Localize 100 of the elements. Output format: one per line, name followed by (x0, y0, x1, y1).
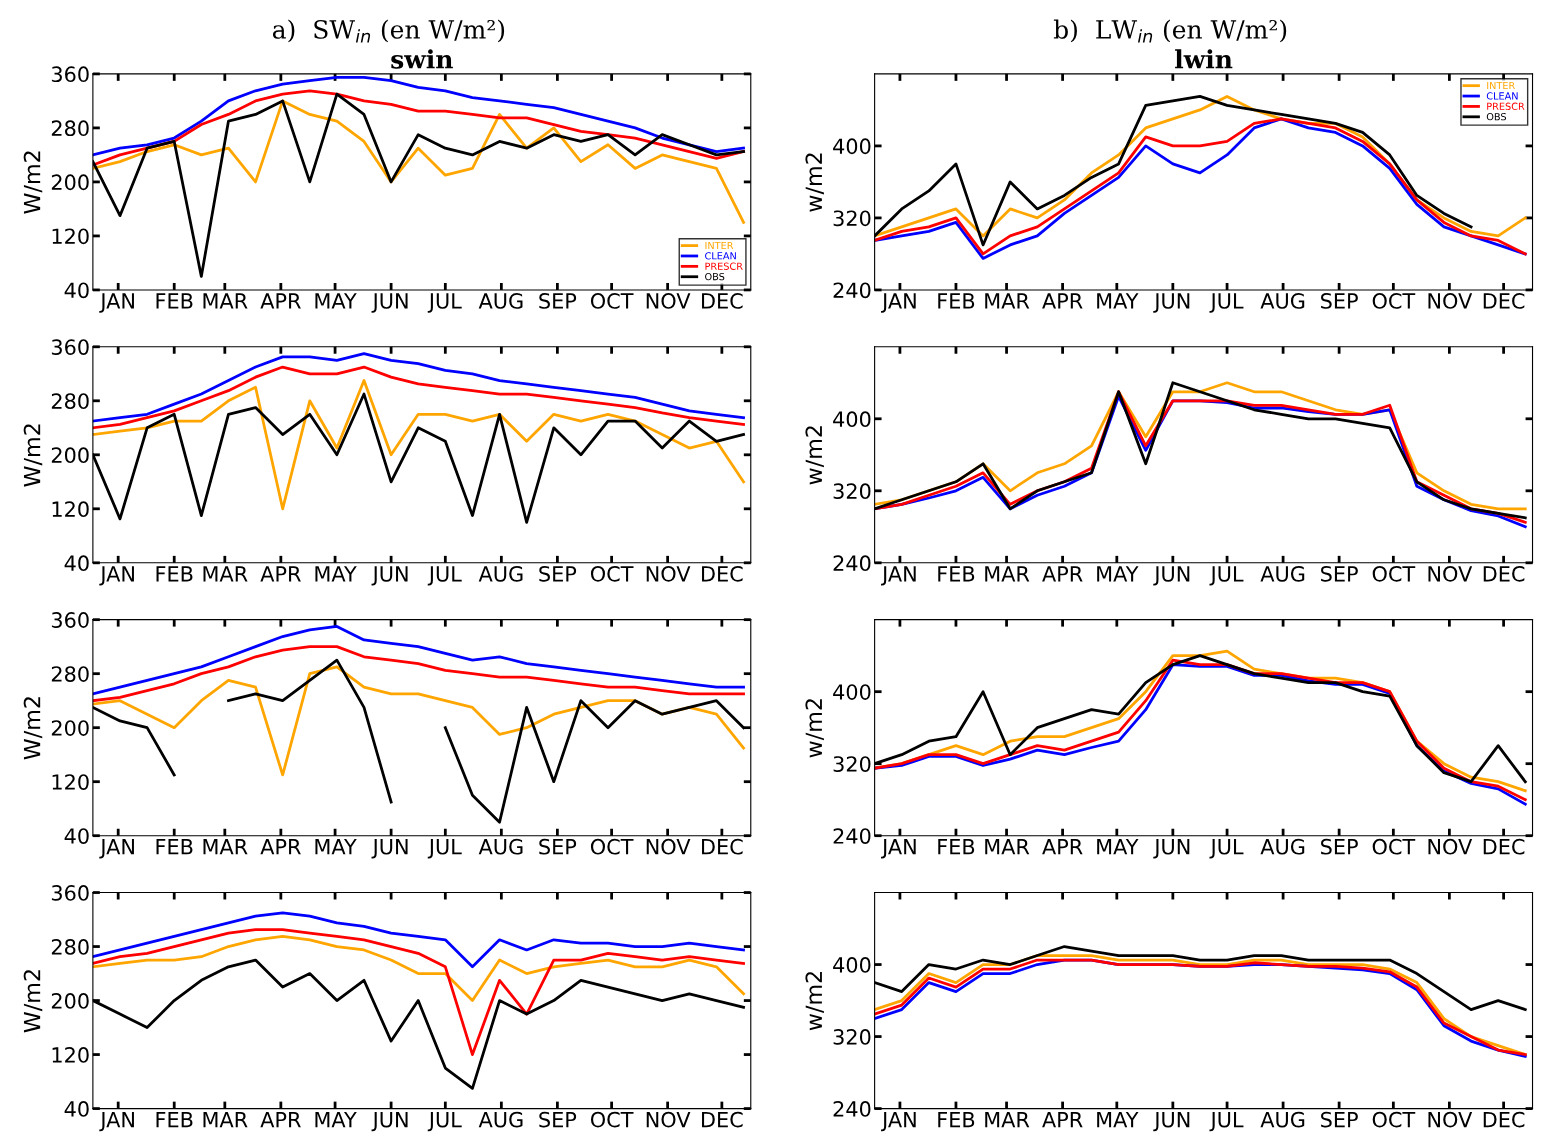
y-tick-label: 400 (833, 957, 871, 973)
x-tick-label: AUG (478, 1111, 523, 1128)
y-tick-label: 200 (51, 720, 89, 736)
y-tick-label: 320 (833, 1029, 871, 1045)
x-tick-label: SEP (539, 293, 577, 309)
x-tick-label: SEP (1321, 565, 1358, 582)
line-series (92, 75, 745, 157)
legend-label: CLEAN (705, 252, 736, 260)
x-tick-label: MAR (985, 1111, 1030, 1128)
x-tick-label: JAN (881, 566, 916, 586)
line-series (92, 928, 745, 1056)
chart-title: b) LW$_{in}$ (en W/m²) (1053, 19, 1287, 43)
y-tick-label: 360 (51, 66, 89, 83)
x-tick-label: MAY (1097, 566, 1139, 582)
x-tick-label: OCT (590, 293, 634, 309)
x-tick-label: OCT (590, 838, 634, 855)
y-tick-label: 280 (51, 666, 89, 682)
y-tick-label: 200 (51, 174, 89, 191)
x-tick-label: JUN (1153, 293, 1190, 313)
chart-subtitle: lwin (1175, 49, 1233, 69)
y-axis-title: w/m2 (805, 426, 824, 485)
x-tick-label: DEC (702, 838, 743, 855)
y-axis-title: w/m2 (805, 699, 824, 758)
x-tick-label: FEB (938, 566, 975, 582)
y-tick-label: 320 (833, 210, 871, 227)
x-tick-label: FEB (156, 566, 193, 582)
y-tick-label: 320 (833, 483, 871, 500)
x-tick-label: NOV (1428, 838, 1473, 855)
legend-label: OBS (705, 272, 725, 281)
x-tick-label: OCT (1372, 838, 1416, 855)
x-tick-label: JUN (371, 839, 408, 859)
y-tick-label: 240 (833, 1101, 871, 1117)
x-tick-label: NOV (1428, 1111, 1473, 1128)
x-tick-label: AUG (1260, 1111, 1305, 1128)
x-tick-label: NOV (1428, 565, 1473, 582)
x-tick-label: NOV (646, 1111, 691, 1128)
x-tick-label: SEP (1321, 1111, 1358, 1128)
y-tick-label: 360 (51, 339, 89, 355)
x-tick-label: FEB (938, 1111, 975, 1128)
x-tick-label: OCT (590, 1111, 634, 1128)
x-tick-label: JUN (371, 1111, 408, 1132)
y-tick-label: 120 (52, 228, 89, 245)
line-series (92, 365, 745, 430)
x-tick-label: JAN (881, 293, 916, 313)
y-tick-label: 360 (51, 612, 89, 628)
x-tick-label: APR (1042, 566, 1083, 582)
y-axis-title: w/m2 (805, 153, 824, 212)
x-tick-label: DEC (702, 565, 743, 582)
chart-title: a) SW$_{in}$ (en W/m²) (272, 19, 505, 43)
x-tick-label: DEC (1483, 293, 1525, 309)
line-series (92, 911, 745, 969)
line-series (92, 645, 745, 703)
x-tick-label: DEC (702, 293, 743, 309)
x-tick-label: APR (1042, 293, 1083, 309)
x-tick-label: FEB (938, 293, 975, 309)
y-tick-label: 320 (833, 756, 871, 772)
x-tick-label: FEB (156, 1111, 193, 1128)
x-tick-label: JUL (427, 1111, 462, 1132)
y-axis-title: W/m2 (23, 424, 43, 487)
x-tick-label: APR (260, 1111, 301, 1128)
y-tick-label: 360 (51, 885, 89, 901)
x-tick-label: NOV (646, 565, 691, 582)
x-tick-label: DEC (1483, 838, 1525, 855)
x-tick-label: APR (260, 293, 301, 309)
y-tick-label: 40 (64, 1101, 89, 1117)
y-tick-label: 200 (51, 447, 89, 464)
y-tick-label: 280 (51, 393, 89, 409)
x-tick-label: MAR (203, 839, 248, 855)
x-tick-label: OCT (1372, 1111, 1416, 1128)
x-tick-label: SEP (1321, 838, 1358, 855)
x-tick-label: JUN (1153, 566, 1190, 586)
legend-label: INTER (705, 241, 734, 249)
legend-label: PRESCR (705, 262, 743, 270)
legend-label: PRESCR (1487, 102, 1525, 110)
line-series (92, 352, 745, 423)
x-tick-label: JAN (99, 293, 134, 313)
x-tick-label: AUG (478, 838, 523, 855)
y-axis-title: W/m2 (23, 970, 43, 1033)
legend-label: OBS (1486, 113, 1507, 121)
line-series (92, 99, 745, 224)
x-tick-label: APR (1042, 839, 1083, 855)
y-tick-label: 400 (833, 411, 871, 428)
x-tick-label: AUG (478, 293, 523, 309)
y-tick-label: 40 (64, 282, 89, 299)
y-tick-label: 120 (52, 774, 89, 790)
x-tick-label: MAY (1097, 1111, 1139, 1128)
x-tick-label: AUG (478, 565, 523, 582)
x-tick-label: MAR (985, 839, 1030, 855)
x-tick-label: MAY (1097, 293, 1139, 309)
x-tick-label: NOV (646, 838, 691, 855)
x-tick-label: MAY (315, 1111, 357, 1128)
x-tick-label: DEC (1483, 565, 1525, 582)
line-series (92, 935, 745, 1002)
x-tick-label: FEB (156, 293, 193, 309)
x-tick-label: JUL (427, 566, 462, 586)
legend-label: CLEAN (1486, 92, 1518, 100)
y-tick-label: 40 (64, 828, 89, 844)
y-tick-label: 200 (51, 993, 89, 1009)
y-tick-label: 120 (52, 501, 89, 518)
x-tick-label: MAY (315, 293, 357, 309)
